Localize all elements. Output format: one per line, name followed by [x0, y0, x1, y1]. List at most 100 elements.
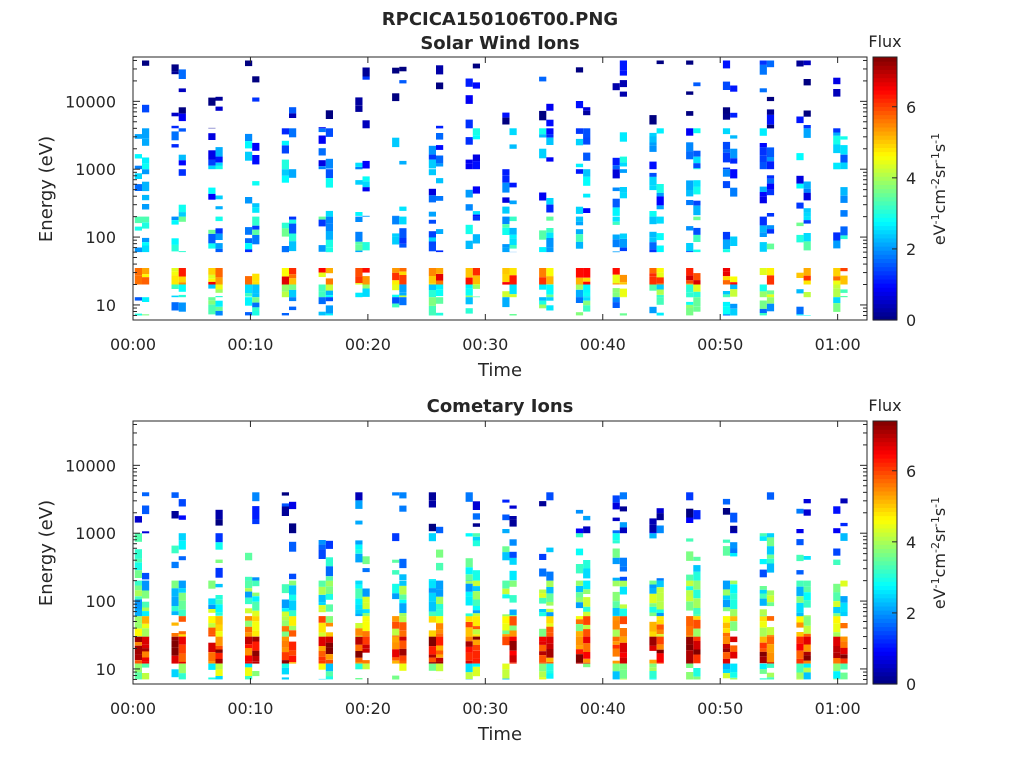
- spectrogram-cell: [803, 192, 811, 201]
- colorbar-frame: [872, 420, 898, 685]
- spectrogram-cell: [833, 646, 841, 653]
- spectrogram-cell: [215, 649, 223, 653]
- spectrogram-cell: [134, 672, 142, 680]
- spectrogram-cell: [465, 574, 473, 581]
- colorbar-swatch: [873, 511, 897, 517]
- spectrogram-cell: [766, 616, 775, 621]
- spectrogram-cell: [612, 648, 620, 657]
- spectrogram-cell: [796, 272, 804, 278]
- spectrogram-cell: [289, 113, 297, 118]
- spectrogram-cell: [656, 277, 664, 284]
- spectrogram-cell: [472, 639, 480, 645]
- spectrogram-cell: [134, 642, 142, 646]
- colorbar-swatch: [873, 651, 897, 656]
- spectrogram-cell: [693, 589, 701, 599]
- spectrogram-cell: [252, 636, 260, 642]
- spectrogram-cell: [583, 281, 591, 285]
- spectrogram-cell: [171, 125, 179, 129]
- spectrogram-cell: [325, 247, 333, 253]
- spectrogram-cell: [252, 601, 260, 611]
- spectrogram-cell: [649, 606, 657, 613]
- colorbar-swatch: [873, 57, 897, 62]
- colorbar-swatch: [873, 445, 897, 451]
- spectrogram-cell: [840, 522, 848, 527]
- spectrogram-cell: [686, 551, 694, 561]
- spectrogram-cell: [399, 636, 407, 641]
- spectrogram-cell: [612, 577, 620, 581]
- spectrogram-cell: [730, 512, 738, 523]
- spectrogram-cell: [509, 570, 517, 581]
- colorbar-swatch: [873, 486, 897, 492]
- x-tick-label: 00:50: [697, 335, 743, 354]
- spectrogram-cell: [142, 60, 150, 66]
- spectrogram-cell: [215, 162, 223, 166]
- spectrogram-cell: [686, 626, 694, 636]
- spectrogram-cell: [178, 302, 186, 312]
- spectrogram-cell: [318, 651, 326, 657]
- spectrogram-cell: [509, 636, 517, 641]
- spectrogram-cell: [766, 677, 775, 680]
- spectrogram-cell: [766, 178, 775, 184]
- spectrogram-cell: [693, 571, 701, 581]
- spectrogram-cell: [245, 576, 253, 581]
- colorbar-swatch: [873, 295, 897, 301]
- spectrogram-cell: [722, 663, 731, 669]
- colorbar-swatch: [873, 180, 897, 185]
- spectrogram-cell: [612, 234, 620, 240]
- spectrogram-cell: [428, 219, 436, 224]
- spectrogram-cell: [171, 131, 179, 141]
- spectrogram-cell: [649, 145, 657, 152]
- spectrogram-cell: [436, 125, 444, 129]
- colorbar-swatch: [873, 519, 897, 525]
- spectrogram-cell: [399, 660, 407, 664]
- spectrogram-cell: [619, 80, 627, 88]
- spectrogram-cell: [178, 294, 186, 298]
- spectrogram-cell: [686, 128, 694, 136]
- spectrogram-cell: [142, 644, 150, 649]
- spectrogram-cell: [612, 671, 620, 680]
- spectrogram-cell: [686, 635, 694, 637]
- spectrogram-cell: [833, 623, 841, 633]
- spectrogram-cell: [803, 667, 811, 673]
- x-tick-label: 00:30: [462, 699, 508, 718]
- spectrogram-cell: [583, 137, 591, 145]
- x-tick-label: 00:50: [697, 699, 743, 718]
- spectrogram-cell: [583, 663, 591, 668]
- spectrogram-cell: [134, 599, 142, 607]
- spectrogram-cell: [833, 636, 841, 647]
- spectrogram-cell: [281, 140, 289, 146]
- spectrogram-cell: [803, 216, 811, 220]
- spectrogram-cell: [465, 137, 473, 145]
- spectrogram-cell: [575, 662, 584, 664]
- spectrogram-cell: [759, 615, 767, 617]
- spectrogram-cell: [796, 306, 804, 315]
- spectrogram-cell: [399, 295, 407, 298]
- spectrogram-cell: [730, 553, 738, 557]
- spectrogram-cell: [722, 268, 731, 272]
- spectrogram-cell: [619, 162, 627, 167]
- spectrogram-cell: [803, 660, 811, 664]
- spectrogram-cell: [612, 297, 620, 303]
- spectrogram-cell: [759, 192, 767, 197]
- spectrogram-cell: [612, 502, 620, 510]
- spectrogram-cell: [730, 236, 738, 246]
- spectrogram-cell: [803, 651, 811, 656]
- spectrogram-cell: [392, 570, 400, 575]
- spectrogram-cell: [289, 641, 297, 651]
- spectrogram-cell: [583, 305, 591, 312]
- spectrogram-cell: [142, 274, 150, 278]
- spectrogram-cell: [833, 632, 841, 637]
- spectrogram-cell: [546, 157, 554, 162]
- spectrogram-cell: [281, 492, 289, 496]
- spectrogram-cell: [134, 636, 142, 643]
- spectrogram-cell: [693, 249, 701, 253]
- spectrogram-cell: [722, 149, 731, 153]
- spectrogram-cell: [318, 135, 326, 144]
- spectrogram-cell: [252, 592, 260, 597]
- colorbar-swatch: [873, 482, 897, 488]
- spectrogram-cell: [583, 652, 591, 659]
- spectrogram-cell: [693, 676, 701, 680]
- spectrogram-cell: [840, 498, 848, 504]
- spectrogram-cell: [546, 632, 554, 637]
- spectrogram-cell: [436, 297, 444, 304]
